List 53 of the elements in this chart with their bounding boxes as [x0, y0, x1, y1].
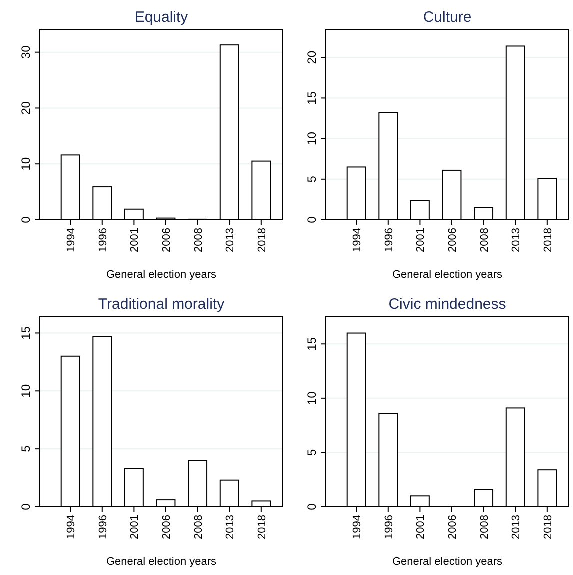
y-tick-label: 0 [305, 503, 319, 510]
x-tick-label: 2018 [542, 515, 554, 540]
x-tick-label: 2008 [478, 228, 491, 252]
y-tick-label: 5 [305, 449, 319, 456]
chart-title: Traditional morality [98, 296, 226, 313]
x-tick-label: 2001 [415, 515, 428, 540]
x-tick-label: 2001 [415, 228, 428, 252]
x-axis-title: General election years [392, 556, 504, 568]
y-tick-label: 10 [305, 132, 319, 146]
x-axis-title: General election years [392, 269, 504, 281]
y-tick-label: 0 [19, 216, 33, 224]
x-tick-label: 2001 [129, 228, 142, 252]
x-tick-label: 1996 [97, 228, 110, 252]
chart-title: Equality [134, 9, 189, 26]
y-tick-label: 20 [19, 101, 33, 115]
x-tick-label: 2013 [510, 515, 523, 540]
x-tick-label: 2013 [224, 515, 237, 540]
x-tick-label: 1996 [97, 515, 110, 540]
y-tick-label: 10 [19, 157, 33, 171]
x-tick-label: 1996 [383, 515, 396, 540]
x-tick-label: 1994 [352, 228, 364, 252]
y-tick-label: 5 [19, 445, 33, 452]
y-tick-label: 15 [19, 326, 33, 340]
y-tick-label: 20 [305, 50, 319, 64]
x-tick-label: 2006 [161, 228, 173, 252]
x-tick-label: 2018 [542, 228, 554, 252]
chart-title: Culture [423, 9, 472, 26]
y-tick-label: 0 [19, 503, 33, 510]
y-tick-label: 15 [305, 91, 319, 105]
x-axis-title: General election years [106, 269, 218, 281]
y-tick-label: 30 [19, 45, 33, 60]
x-tick-label: 2018 [256, 515, 268, 540]
x-tick-label: 1994 [352, 515, 364, 540]
x-tick-label: 1996 [383, 228, 396, 252]
x-tick-label: 2001 [129, 515, 142, 540]
x-tick-label: 2006 [447, 515, 459, 540]
y-tick-label: 10 [19, 384, 33, 398]
x-tick-label: 2008 [478, 515, 491, 540]
y-tick-label: 5 [305, 176, 319, 183]
chart-title: Civic mindedness [388, 296, 506, 313]
x-tick-label: 2018 [256, 228, 268, 252]
x-tick-label: 2008 [192, 515, 205, 540]
y-tick-label: 15 [305, 337, 319, 351]
x-axis-title: General election years [106, 556, 218, 568]
x-tick-label: 2013 [510, 228, 523, 252]
x-tick-label: 2008 [192, 228, 205, 252]
x-tick-label: 1994 [66, 515, 78, 540]
y-tick-label: 10 [305, 391, 319, 406]
x-tick-label: 2013 [224, 228, 237, 252]
x-tick-label: 1994 [66, 228, 78, 252]
x-tick-label: 2006 [161, 515, 173, 540]
y-tick-label: 0 [305, 216, 319, 224]
x-tick-label: 2006 [447, 228, 459, 252]
